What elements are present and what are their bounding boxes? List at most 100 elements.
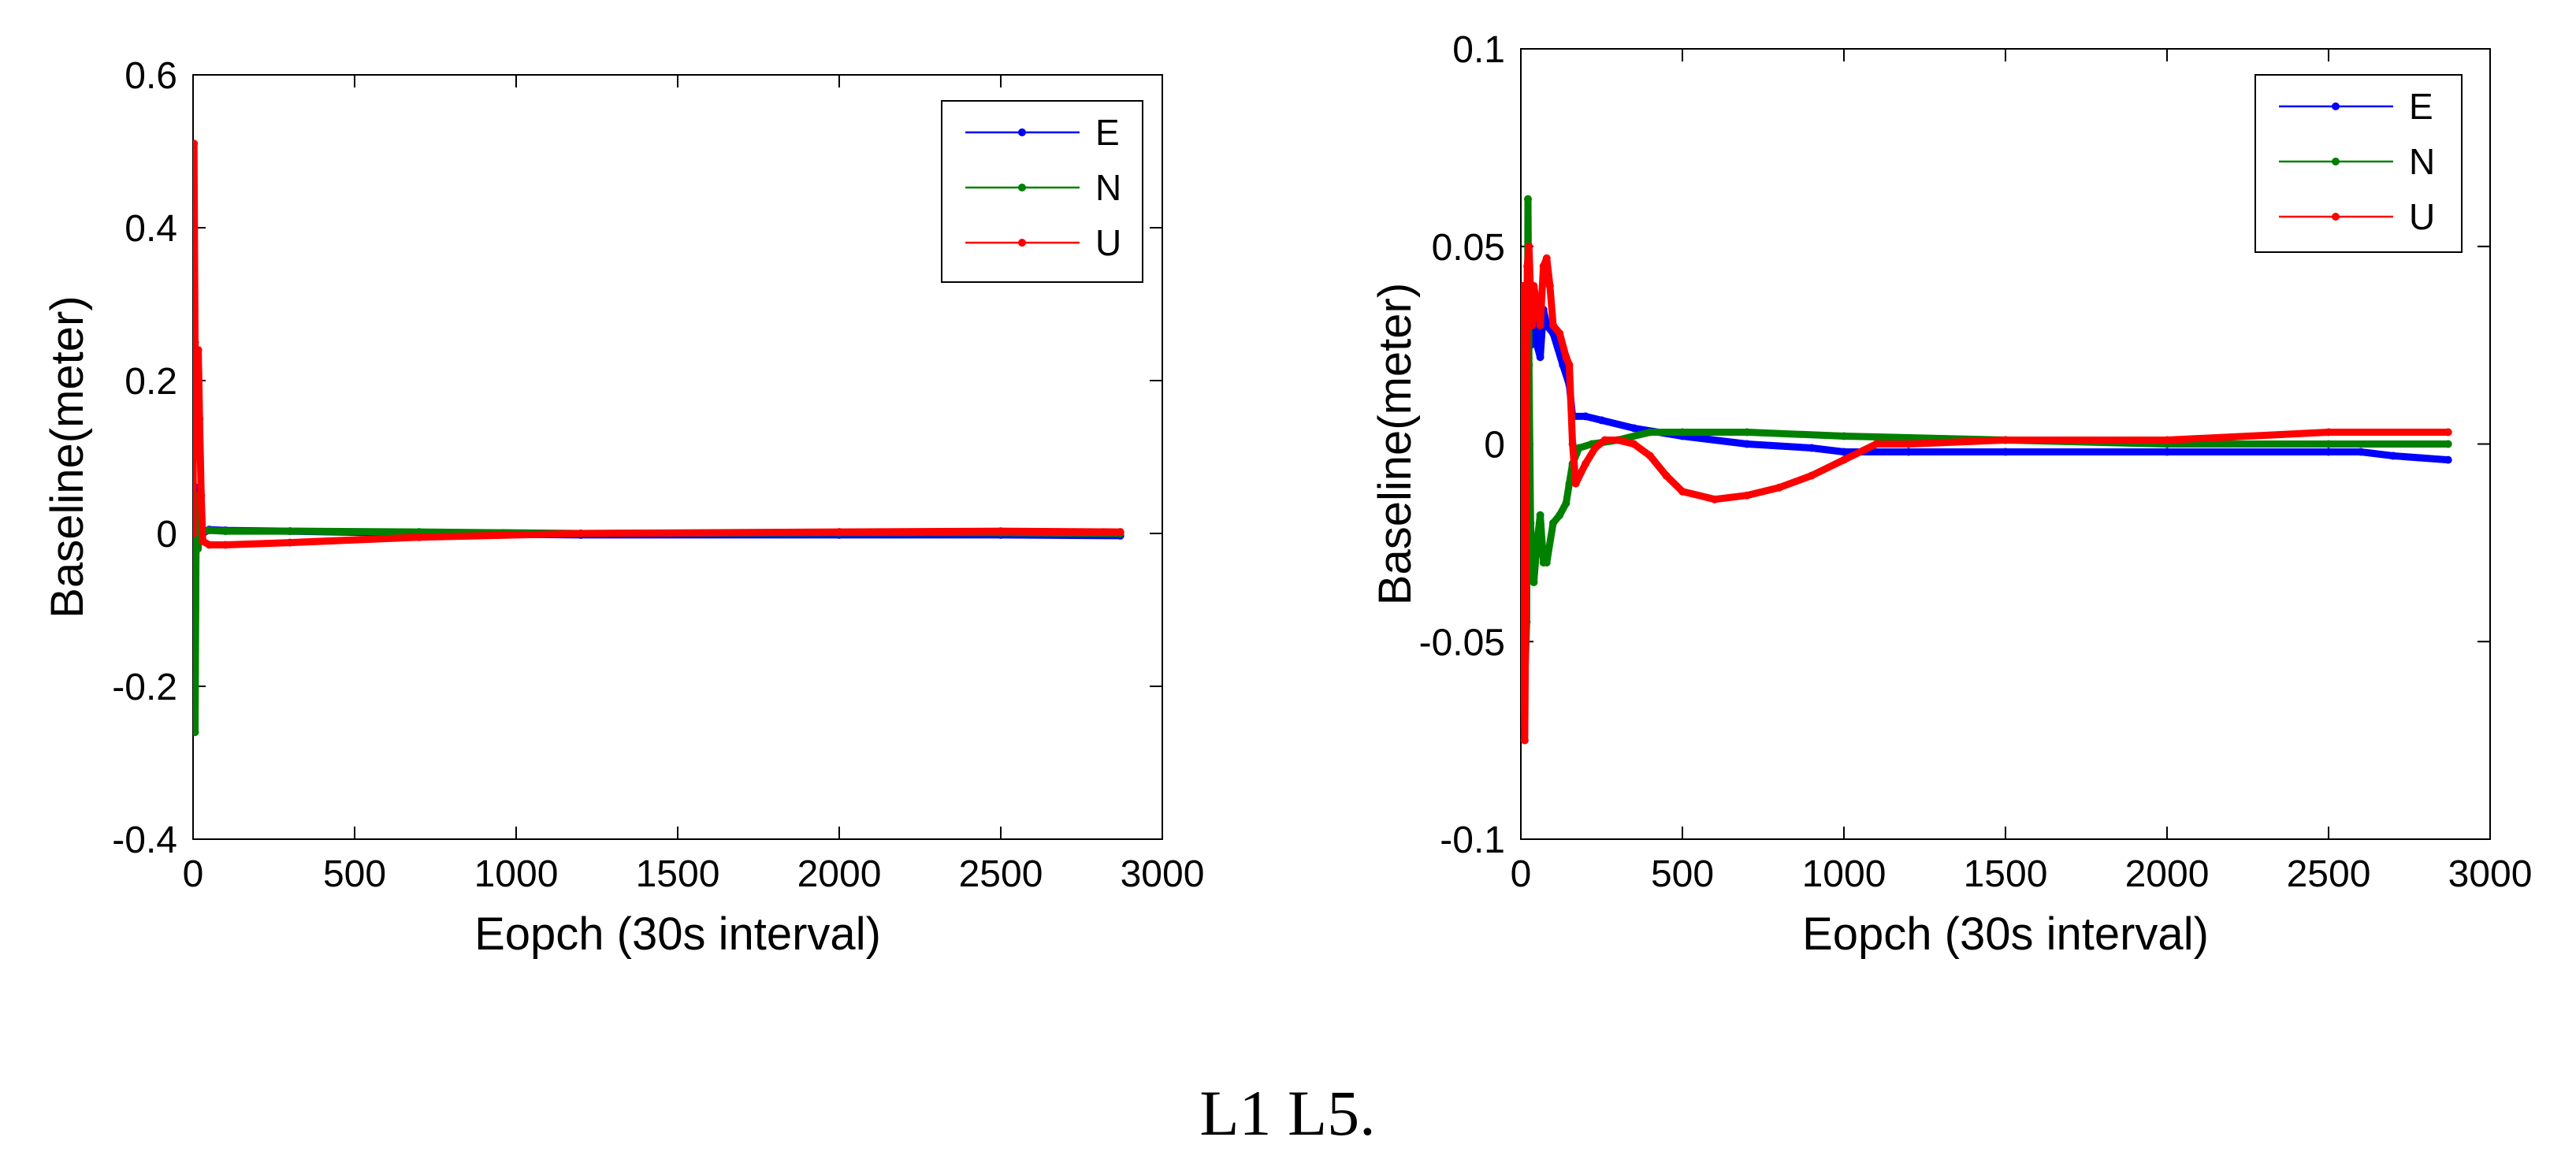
- data-point-U: [194, 346, 203, 355]
- data-point-E: [1743, 440, 1751, 448]
- data-point-U: [1521, 559, 1528, 567]
- data-point-U: [221, 541, 229, 549]
- data-point-N: [1678, 428, 1686, 437]
- y-tick-label: 0.4: [125, 208, 177, 250]
- y-tick-label: 0: [156, 514, 177, 556]
- data-point-U: [577, 530, 585, 537]
- data-point-U: [1539, 262, 1548, 270]
- data-point-U: [1808, 471, 1816, 480]
- data-point-U: [205, 541, 214, 549]
- data-point-E: [1905, 448, 1912, 456]
- data-point-U: [1533, 302, 1541, 310]
- chart-l1: 0 500 1000 1500 2000 2500 3000 -0.4 -0.2 0 0.2 0.4 0…: [42, 55, 1204, 960]
- data-point-U: [193, 530, 197, 537]
- data-point-U: [1571, 479, 1580, 488]
- data-point-U: [1743, 491, 1751, 500]
- data-point-U: [1528, 321, 1537, 329]
- x-tick-label: 2000: [2125, 853, 2210, 895]
- data-point-U: [1526, 289, 1535, 298]
- data-point-U: [1646, 452, 1654, 460]
- data-point-U: [1522, 598, 1530, 607]
- y-axis-label: Baseline(meter): [42, 295, 93, 618]
- data-point-N: [1524, 195, 1532, 203]
- data-point-N: [1574, 444, 1583, 452]
- legend-box: [941, 100, 1143, 283]
- data-point-N: [286, 527, 294, 536]
- legend-label-E: E: [1095, 112, 1120, 153]
- data-point-N: [193, 582, 199, 591]
- data-point-U: [1662, 471, 1671, 480]
- x-tick-label: 1000: [1802, 853, 1886, 895]
- x-axis-label: Eopch (30s interval): [474, 909, 881, 960]
- data-point-E: [1536, 353, 1544, 362]
- data-point-N: [1743, 428, 1751, 437]
- data-point-N: [1536, 511, 1544, 519]
- data-point-U: [286, 538, 294, 547]
- data-point-N: [1556, 511, 1564, 519]
- data-point-N: [221, 527, 229, 536]
- data-point-U: [1630, 440, 1638, 448]
- y-tick-label: 0: [1484, 425, 1505, 466]
- legend-box: [2254, 74, 2463, 253]
- data-point-U: [1536, 321, 1544, 329]
- data-point-E: [1582, 412, 1589, 421]
- x-tick-label: 500: [1651, 853, 1714, 895]
- data-point-E: [2002, 448, 2009, 456]
- legend-marker-N: [1018, 184, 1026, 191]
- y-tick-label: -0.2: [112, 667, 177, 708]
- x-tick-label: 2500: [959, 853, 1043, 895]
- data-point-U: [193, 377, 201, 385]
- x-tick-label: 1000: [474, 853, 559, 895]
- legend-marker-E: [1018, 128, 1026, 136]
- data-point-N: [1562, 499, 1571, 507]
- y-tick-label: 0.2: [125, 361, 177, 403]
- y-tick-label: -0.4: [112, 819, 177, 861]
- legend-label-U: U: [1095, 222, 1121, 263]
- data-point-U: [2444, 428, 2452, 437]
- x-tick-label: 500: [323, 853, 386, 895]
- data-point-U: [997, 527, 1005, 536]
- data-point-N: [1533, 538, 1541, 547]
- data-point-E: [1533, 341, 1541, 350]
- data-point-U: [1568, 440, 1577, 448]
- data-point-N: [205, 526, 214, 535]
- data-point-E: [1597, 416, 1606, 425]
- data-point-U: [1521, 736, 1529, 745]
- data-point-E: [1542, 321, 1551, 329]
- data-point-E: [1630, 424, 1638, 433]
- data-point-U: [1775, 483, 1783, 492]
- data-point-N: [2325, 440, 2333, 448]
- data-point-U: [1591, 444, 1600, 452]
- data-point-E: [2357, 448, 2365, 456]
- data-point-U: [1116, 528, 1124, 537]
- data-point-U: [1614, 436, 1622, 444]
- x-tick-label: 2000: [797, 853, 882, 895]
- data-point-N: [1549, 518, 1557, 527]
- data-point-E: [2325, 448, 2333, 456]
- data-point-E: [2389, 452, 2397, 460]
- series-line-E: [1521, 290, 2452, 567]
- data-point-U: [1530, 281, 1538, 290]
- x-tick-label: 0: [1511, 853, 1532, 895]
- data-point-N: [1530, 578, 1538, 586]
- legend-label-E: E: [2409, 86, 2433, 127]
- y-tick-label: 0.05: [1432, 227, 1505, 269]
- data-point-U: [1711, 495, 1719, 504]
- data-point-U: [193, 453, 200, 461]
- legend-label-N: N: [1095, 167, 1121, 208]
- legend-marker-E: [2332, 102, 2340, 110]
- data-point-U: [1678, 487, 1686, 496]
- x-tick-label: 0: [183, 853, 204, 895]
- x-tick-label: 3000: [2448, 853, 2533, 895]
- data-point-U: [1521, 281, 1526, 290]
- data-point-U: [1562, 353, 1571, 362]
- legend-marker-U: [2332, 213, 2340, 221]
- series-line-E: [193, 484, 1124, 690]
- data-point-U: [2325, 428, 2333, 437]
- data-point-N: [1646, 428, 1654, 437]
- data-point-U: [1523, 262, 1532, 270]
- data-point-U: [197, 491, 206, 500]
- data-point-U: [193, 139, 199, 148]
- data-point-U: [1600, 436, 1609, 444]
